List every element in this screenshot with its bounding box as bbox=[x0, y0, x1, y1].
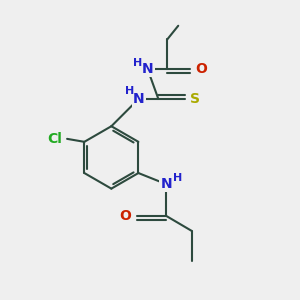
Text: H: H bbox=[133, 58, 142, 68]
Text: N: N bbox=[142, 62, 153, 76]
Text: H: H bbox=[173, 172, 182, 183]
Text: O: O bbox=[196, 62, 207, 76]
Text: H: H bbox=[125, 86, 134, 96]
Text: O: O bbox=[119, 209, 131, 223]
Text: N: N bbox=[160, 177, 172, 191]
Text: N: N bbox=[133, 92, 145, 106]
Text: Cl: Cl bbox=[47, 132, 62, 146]
Text: S: S bbox=[190, 92, 200, 106]
